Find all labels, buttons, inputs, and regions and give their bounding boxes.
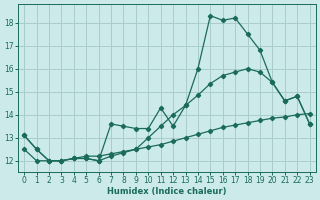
X-axis label: Humidex (Indice chaleur): Humidex (Indice chaleur) (107, 187, 227, 196)
